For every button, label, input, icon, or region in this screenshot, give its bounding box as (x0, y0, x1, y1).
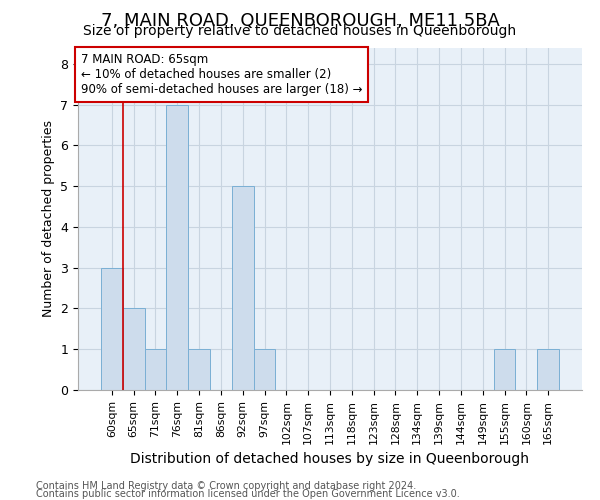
Text: Contains public sector information licensed under the Open Government Licence v3: Contains public sector information licen… (36, 489, 460, 499)
Bar (494, 349, 515, 390)
X-axis label: Distribution of detached houses by size in Queenborough: Distribution of detached houses by size … (131, 452, 530, 466)
Bar (232, 186, 254, 390)
Y-axis label: Number of detached properties: Number of detached properties (42, 120, 55, 318)
Text: Size of property relative to detached houses in Queenborough: Size of property relative to detached ho… (83, 24, 517, 38)
Bar (537, 349, 559, 390)
Text: 7 MAIN ROAD: 65sqm
← 10% of detached houses are smaller (2)
90% of semi-detached: 7 MAIN ROAD: 65sqm ← 10% of detached hou… (80, 52, 362, 96)
Bar (101, 268, 123, 390)
Bar (145, 349, 166, 390)
Text: Contains HM Land Registry data © Crown copyright and database right 2024.: Contains HM Land Registry data © Crown c… (36, 481, 416, 491)
Bar (254, 349, 275, 390)
Bar (166, 104, 188, 390)
Bar (188, 349, 210, 390)
Text: 7, MAIN ROAD, QUEENBOROUGH, ME11 5BA: 7, MAIN ROAD, QUEENBOROUGH, ME11 5BA (101, 12, 499, 30)
Bar (123, 308, 145, 390)
